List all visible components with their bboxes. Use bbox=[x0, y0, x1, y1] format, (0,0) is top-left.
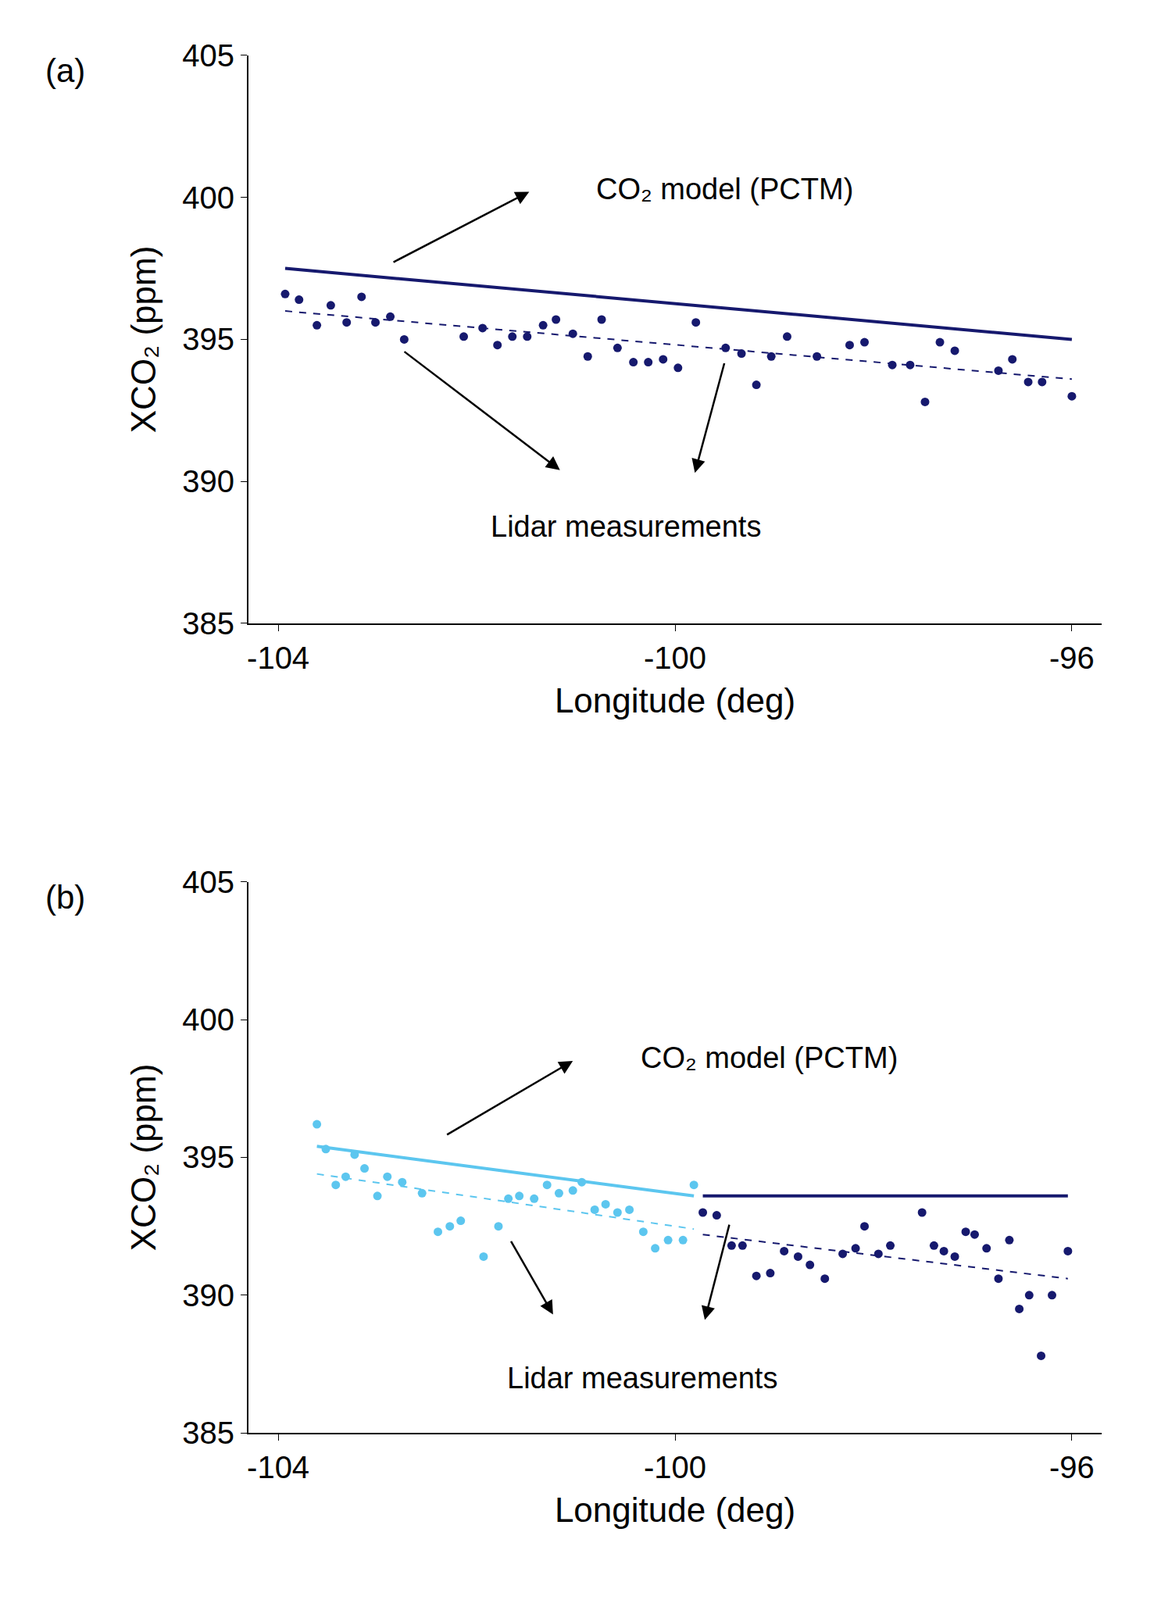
svg-text:(b): (b) bbox=[45, 878, 86, 916]
svg-text:400: 400 bbox=[182, 1002, 235, 1037]
svg-text:-100: -100 bbox=[643, 640, 707, 676]
svg-text:390: 390 bbox=[182, 1278, 235, 1313]
svg-text:Longitude (deg): Longitude (deg) bbox=[554, 681, 796, 720]
svg-text:385: 385 bbox=[182, 1415, 235, 1451]
svg-text:XCO₂ (ppm): XCO₂ (ppm) bbox=[124, 246, 163, 434]
svg-text:-104: -104 bbox=[246, 1450, 310, 1485]
svg-text:(a): (a) bbox=[45, 52, 86, 90]
svg-text:405: 405 bbox=[182, 38, 235, 73]
svg-text:Lidar measurements: Lidar measurements bbox=[507, 1361, 778, 1395]
svg-text:385: 385 bbox=[182, 606, 235, 641]
svg-text:-104: -104 bbox=[246, 640, 310, 676]
svg-text:395: 395 bbox=[182, 1139, 235, 1175]
svg-text:405: 405 bbox=[182, 864, 235, 900]
svg-text:-100: -100 bbox=[643, 1450, 707, 1485]
svg-text:Longitude (deg): Longitude (deg) bbox=[554, 1490, 796, 1529]
svg-text:-96: -96 bbox=[1049, 1450, 1095, 1485]
svg-text:390: 390 bbox=[182, 464, 235, 499]
svg-text:-96: -96 bbox=[1049, 640, 1095, 676]
svg-text:CO₂ model (PCTM): CO₂ model (PCTM) bbox=[596, 172, 854, 206]
svg-text:CO₂ model (PCTM): CO₂ model (PCTM) bbox=[640, 1041, 898, 1075]
svg-text:400: 400 bbox=[182, 180, 235, 215]
svg-text:395: 395 bbox=[182, 321, 235, 357]
svg-text:XCO₂ (ppm): XCO₂ (ppm) bbox=[124, 1064, 163, 1252]
svg-text:Lidar measurements: Lidar measurements bbox=[490, 510, 761, 543]
